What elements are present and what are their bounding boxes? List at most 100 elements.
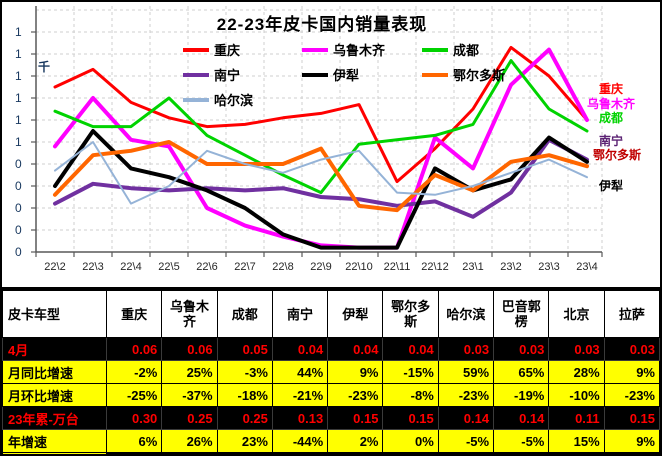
table-row-4月: 4月 0.06 0.06 0.05 0.04 0.04 0.04 0.03 0.03 0.03 0.… <box>2 337 660 361</box>
value-cell: -23% <box>437 383 495 407</box>
legend-item-南宁: 南宁 <box>183 65 240 84</box>
y-axis-tick-label: 1 <box>15 47 22 61</box>
value-cell: -18% <box>216 383 273 407</box>
value-cell: 9% <box>603 360 660 384</box>
value-cell: -21% <box>271 383 329 407</box>
table-header-city: 哈尔滨 <box>437 290 495 338</box>
series-end-label-成都: 成都 <box>599 111 624 125</box>
value-cell: -23% <box>603 383 660 407</box>
x-axis-tick-label: 22\9 <box>310 261 331 273</box>
value-cell: 9% <box>603 429 660 453</box>
value-cell: 0.03 <box>603 337 660 361</box>
series-end-label-伊犁: 伊犁 <box>599 179 624 193</box>
value-cell: 0.06 <box>105 337 163 361</box>
x-axis-tick-label: 22\7 <box>234 261 255 273</box>
legend-label: 南宁 <box>214 68 241 83</box>
y-axis-tick-label: 0 <box>15 245 22 259</box>
value-cell: 0.30 <box>105 406 163 430</box>
value-cell: 23% <box>216 429 273 453</box>
table-header-city: 北京 <box>548 290 605 338</box>
value-cell: 0.15 <box>382 406 439 430</box>
y-axis-tick-label: 1 <box>15 69 22 83</box>
value-cell: 0.04 <box>271 337 329 361</box>
series-end-label-重庆: 重庆 <box>599 82 624 96</box>
legend-swatch-伊犁 <box>302 72 328 77</box>
y-axis-tick-label: 0 <box>15 201 22 215</box>
value-cell: -25% <box>105 383 163 407</box>
value-cell: -19% <box>493 383 550 407</box>
value-cell: 0.11 <box>548 406 605 430</box>
value-cell: 0.15 <box>603 406 660 430</box>
series-line-乌鲁木齐 <box>53 47 589 250</box>
table-header-city: 拉萨 <box>603 290 660 338</box>
value-cell: 2% <box>327 429 384 453</box>
series-line-重庆 <box>53 45 589 184</box>
value-cell: -44% <box>271 429 329 453</box>
value-cell: -8% <box>382 383 439 407</box>
series-end-label-乌鲁木齐: 乌鲁木齐 <box>587 97 636 111</box>
legend-swatch-乌鲁木齐 <box>302 47 328 52</box>
value-cell: 44% <box>271 360 329 384</box>
table-row-月同比增速: 月同比增速 -2% 25% -3% 44% 9% -15% 59% 65% 28% 9% <box>2 360 660 384</box>
x-axis-tick-label: 23\1 <box>462 261 483 273</box>
legend-label: 重庆 <box>214 43 241 58</box>
series-line-成都 <box>53 59 589 195</box>
legend-swatch-哈尔滨 <box>183 97 209 102</box>
value-cell: 0% <box>382 429 439 453</box>
series-line-鄂尔多斯 <box>53 140 589 213</box>
series-line-伊犁 <box>53 129 589 250</box>
value-cell: 65% <box>493 360 550 384</box>
x-axis-tick-label: 22\10 <box>345 261 373 273</box>
series-line-哈尔滨 <box>54 141 588 205</box>
value-cell: 9% <box>327 360 384 384</box>
x-axis-tick-label: 23\2 <box>500 261 521 273</box>
table-header-city: 乌鲁木齐 <box>161 290 218 338</box>
value-cell: 0.06 <box>161 337 218 361</box>
x-axis-tick-label: 22\12 <box>421 261 449 273</box>
table-header-label-col: 皮卡车型 <box>2 290 107 338</box>
y-axis-tick-label: 1 <box>15 25 22 39</box>
y-axis-tick-label: 1 <box>15 135 22 149</box>
x-axis-tick-label: 22\3 <box>82 261 103 273</box>
value-cell: -2% <box>105 360 163 384</box>
sales-line-chart: 22\2 22\3 22\4 22\5 22\6 22\7 22\8 22\9 22\10 22\… <box>2 2 660 287</box>
series-end-label-南宁: 南宁 <box>599 134 624 148</box>
value-cell: 59% <box>437 360 495 384</box>
value-cell: 0.03 <box>548 337 605 361</box>
row-label: 月同比增速 <box>2 360 107 384</box>
table-row-月环比增速: 月环比增速 -25% -37% -18% -21% -23% -8% -23% -19% -10%… <box>2 383 660 407</box>
table-header-city: 伊犁 <box>327 290 384 338</box>
x-axis-tick-label: 22\6 <box>196 261 217 273</box>
x-axis-tick-label: 22\4 <box>120 261 141 273</box>
legend-item-重庆: 重庆 <box>183 40 240 59</box>
value-cell: -5% <box>437 429 495 453</box>
row-label: 月环比增速 <box>2 383 107 407</box>
chart-title: 22-23年皮卡国内销量表现 <box>216 15 428 34</box>
value-cell: -23% <box>327 383 384 407</box>
city-sales-table: 皮卡车型 重庆 乌鲁木齐 成都 南宁 伊犁 鄂尔多斯 哈尔滨 巴音郭楞 北京 拉萨 4月 0.06 0.… <box>2 290 660 454</box>
table-header-city: 重庆 <box>105 290 163 338</box>
value-cell: 25% <box>161 360 218 384</box>
x-axis-tick-label: 22\5 <box>158 261 179 273</box>
y-axis-tick-label: 0 <box>15 179 22 193</box>
value-cell: 0.15 <box>327 406 384 430</box>
y-axis-unit-label: 千 <box>38 60 51 74</box>
row-label: 年增速 <box>2 429 107 453</box>
row-label: 4月 <box>2 337 107 361</box>
legend-item-伊犁: 伊犁 <box>302 65 359 84</box>
legend-swatch-南宁 <box>183 72 209 77</box>
rank-empty-cells <box>106 452 660 454</box>
value-cell: -37% <box>161 383 218 407</box>
y-axis-tick-label: 0 <box>15 223 22 237</box>
value-cell: -10% <box>548 383 605 407</box>
value-cell: 0.03 <box>437 337 495 361</box>
value-cell: 0.05 <box>216 337 273 361</box>
x-axis-tick-label: 22\8 <box>272 261 293 273</box>
legend-label: 成都 <box>453 43 480 58</box>
value-cell: -15% <box>382 360 439 384</box>
chart-svg: 22\2 22\3 22\4 22\5 22\6 22\7 22\8 22\9 22\10 22\… <box>31 6 603 273</box>
value-cell: 15% <box>548 429 605 453</box>
legend-item-乌鲁木齐: 乌鲁木齐 <box>302 40 385 59</box>
row-label: 年排名 <box>2 452 107 454</box>
